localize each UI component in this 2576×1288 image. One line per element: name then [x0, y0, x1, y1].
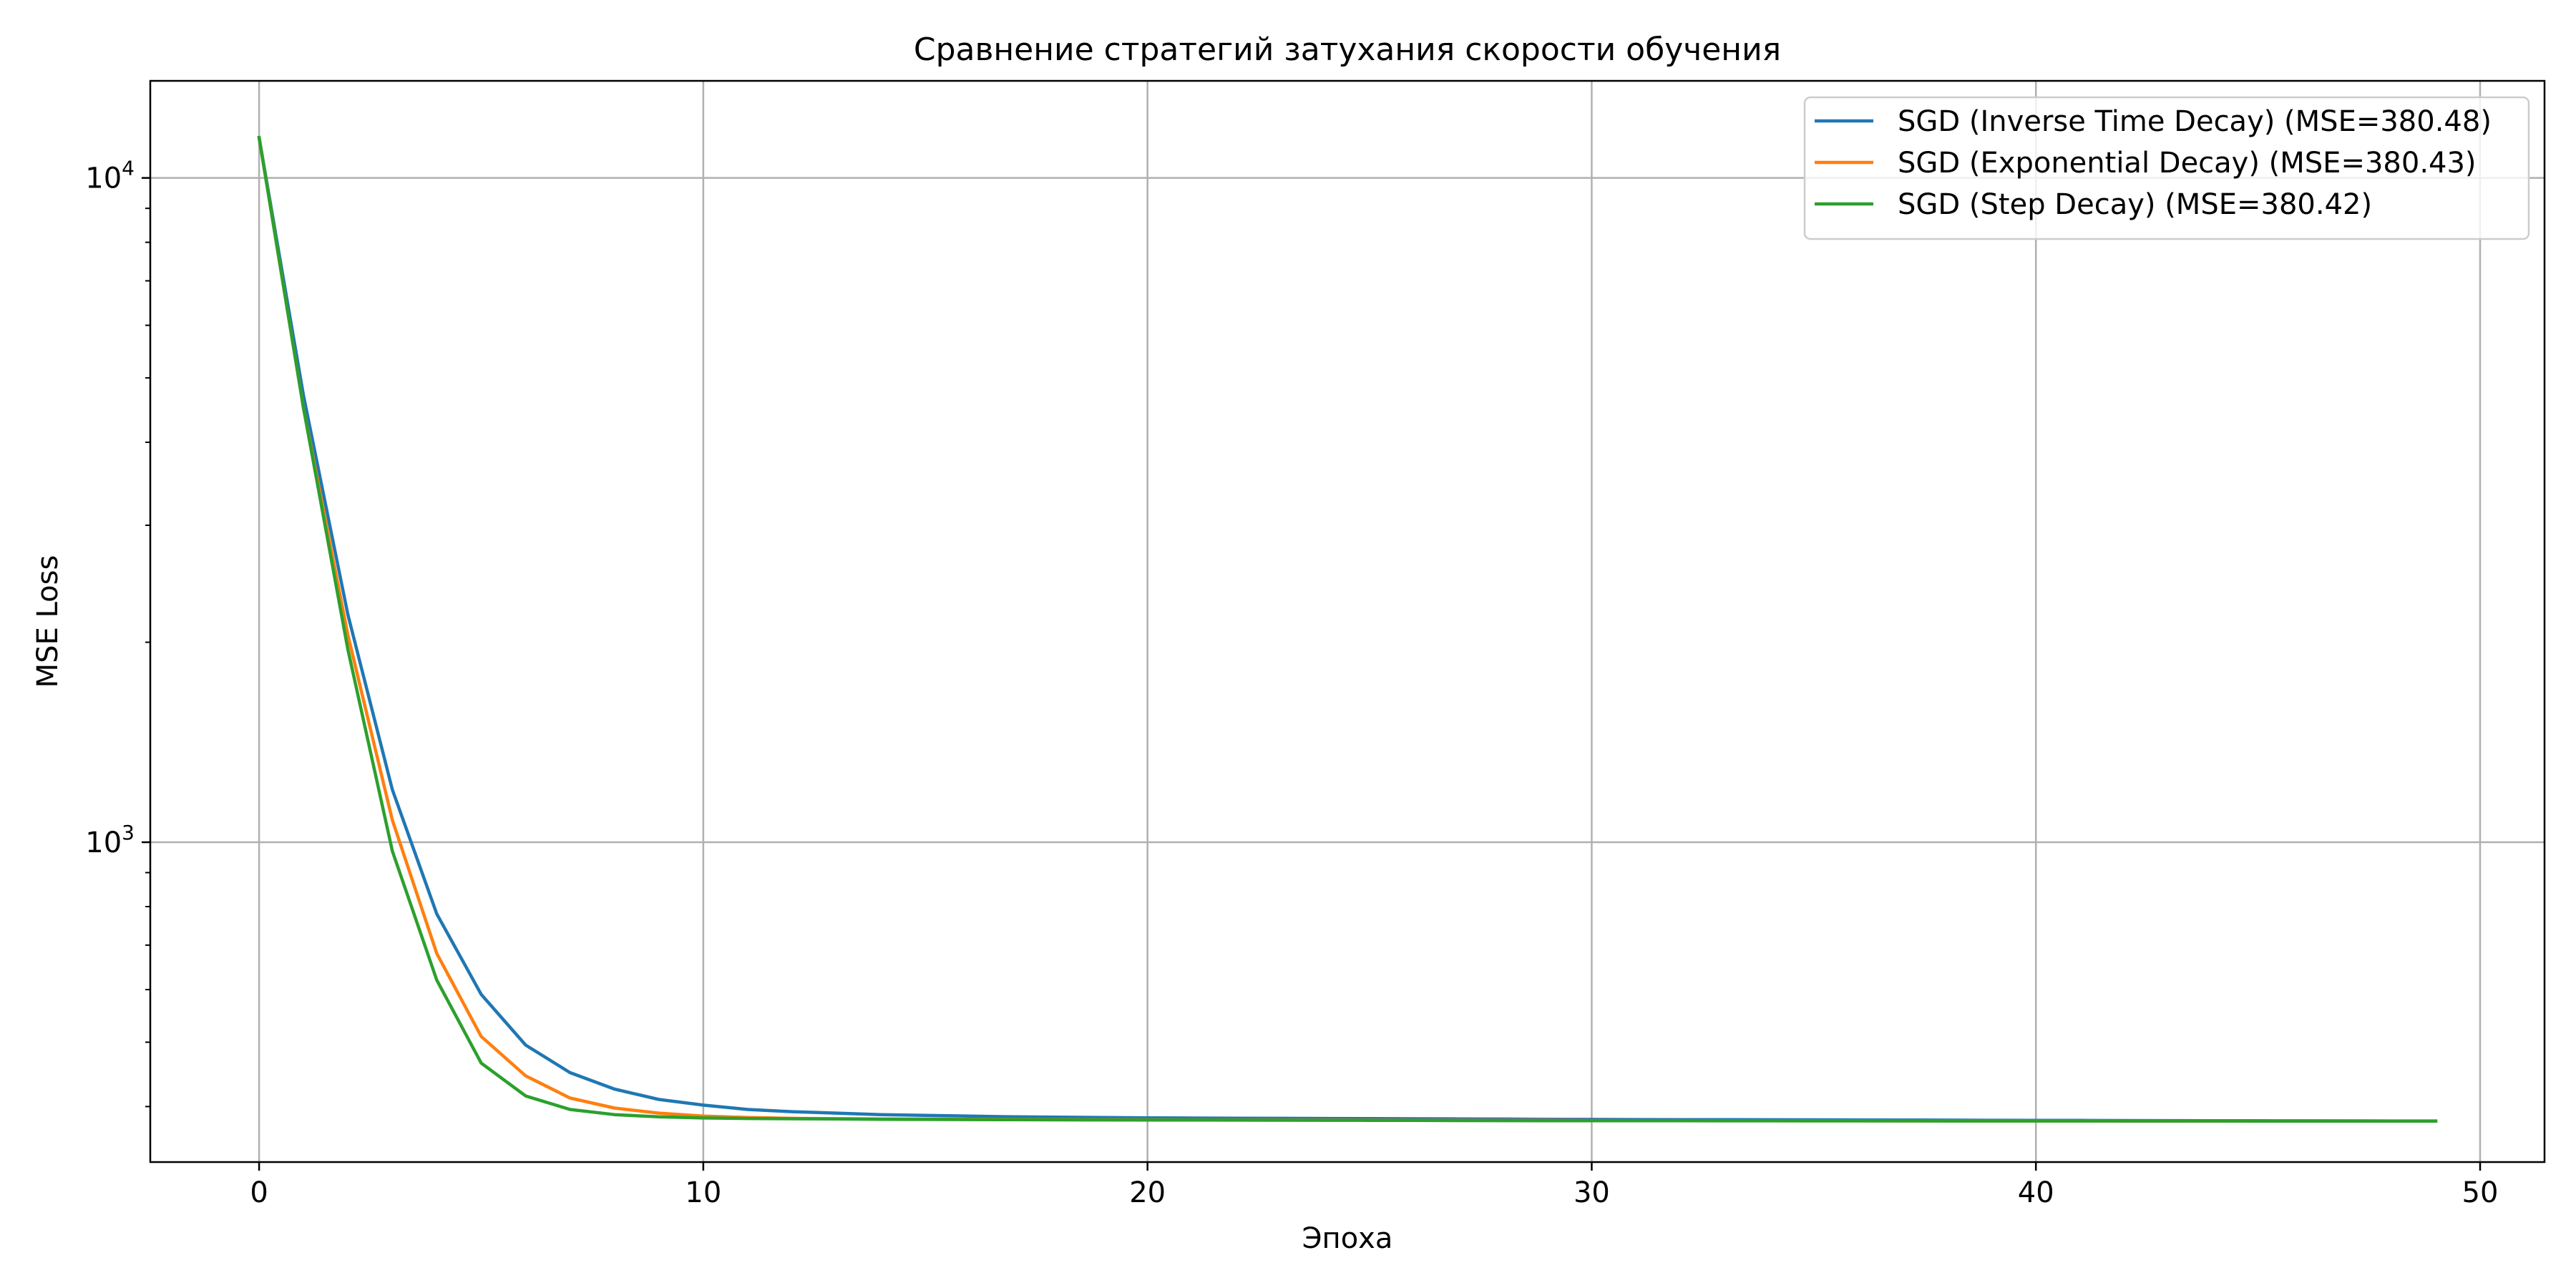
legend-label: SGD (Exponential Decay) (MSE=380.43): [1898, 147, 2477, 180]
chart-title: Сравнение стратегий затухания скорости о…: [914, 31, 1781, 68]
y-tick-label-base: 10: [85, 826, 122, 859]
grid: [150, 81, 2545, 1162]
legend-label: SGD (Inverse Time Decay) (MSE=380.48): [1898, 105, 2492, 138]
legend-box: [1803, 96, 2530, 240]
y-tick-label-exponent: 3: [122, 821, 135, 844]
plot-area-frame: [149, 79, 2546, 1163]
x-axis-ticks: 0 10 20 30 40 50: [250, 1162, 2498, 1209]
legend: SGD (Inverse Time Decay) (MSE=380.48) SGD…: [1803, 96, 2530, 240]
y-tick-label: 104: [85, 157, 135, 195]
x-axis-label: Эпоха: [1302, 1222, 1393, 1255]
y-axis-label: MSE Loss: [31, 555, 64, 688]
y-tick-label-base: 10: [85, 162, 122, 195]
y-tick-label: 103: [85, 821, 135, 859]
x-tick-label: 50: [2462, 1176, 2499, 1209]
x-tick-label: 20: [1129, 1176, 1166, 1209]
legend-label: SGD (Step Decay) (MSE=380.42): [1898, 188, 2372, 221]
series-line-2: [257, 135, 2438, 1123]
series-lines: [257, 135, 2438, 1123]
x-tick-label: 10: [685, 1176, 721, 1209]
x-tick-label: 0: [250, 1176, 268, 1209]
x-tick-label: 40: [2018, 1176, 2054, 1209]
x-tick-label: 30: [1574, 1176, 1610, 1209]
y-tick-label-exponent: 4: [122, 157, 135, 180]
